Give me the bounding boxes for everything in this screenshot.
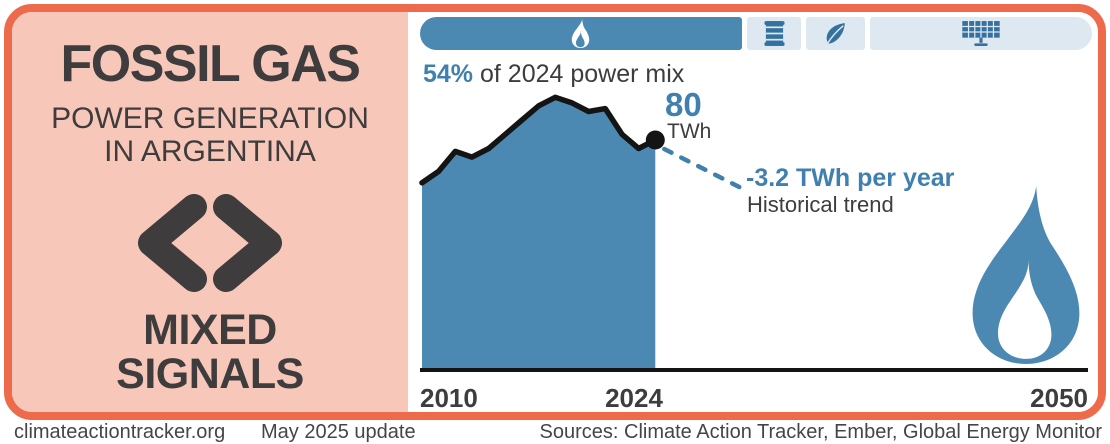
power-mix-caption: 54% of 2024 power mix	[423, 60, 684, 89]
power-mix-segment-oil	[746, 17, 802, 50]
left-panel: FOSSIL GAS POWER GENERATION IN ARGENTINA…	[12, 12, 408, 412]
trend-name-label: Historical trend	[747, 192, 894, 217]
power-mix-share: 54%	[423, 60, 474, 88]
power-mix-segment-solar	[869, 17, 1092, 50]
power-mix-segment-bio	[806, 17, 865, 50]
footer-update-date: May 2025 update	[261, 421, 416, 443]
leaf-icon	[823, 21, 848, 46]
angle-brackets-icon	[134, 194, 286, 292]
power-mix-segment-fossil-gas	[420, 17, 742, 50]
power-mix-bar	[420, 17, 1092, 50]
power-mix-caption-text: of 2024 power mix	[473, 60, 685, 88]
solar-panel-icon	[959, 20, 1003, 47]
page-title: FOSSIL GAS	[60, 35, 361, 93]
endpoint-dot	[645, 130, 665, 150]
verdict-line-2: SIGNALS	[116, 350, 304, 399]
endpoint-value-label: 80	[665, 86, 702, 123]
subtitle-line-1: POWER GENERATION	[51, 102, 369, 135]
endpoint-unit-label: TWh	[667, 120, 712, 143]
x-tick-2010: 2010	[420, 383, 478, 413]
area-fill	[422, 97, 656, 369]
verdict-line-1: MIXED	[143, 306, 277, 354]
flame-icon	[570, 19, 591, 48]
infographic-card: FOSSIL GAS POWER GENERATION IN ARGENTINA…	[4, 4, 1106, 420]
gas-flame-icon	[962, 186, 1090, 364]
x-tick-2050: 2050	[1030, 383, 1088, 413]
page-subtitle: POWER GENERATION IN ARGENTINA	[51, 102, 369, 168]
chart-panel: 54% of 2024 power mix 80 TWh -3.2 TWh pe…	[408, 12, 1098, 412]
x-tick-2024: 2024	[605, 383, 663, 413]
footer-sources: Sources: Climate Action Tracker, Ember, …	[539, 421, 1102, 443]
footer-site-link[interactable]: climateactiontracker.org	[14, 421, 226, 443]
trend-rate-label: -3.2 TWh per year	[746, 164, 955, 192]
oil-barrel-icon	[764, 20, 785, 47]
generation-area-chart	[419, 94, 1088, 372]
subtitle-line-2: IN ARGENTINA	[104, 135, 316, 168]
area-line	[419, 94, 659, 186]
trend-dashed-line	[662, 146, 744, 191]
verdict-text: MIXED SIGNALS	[116, 308, 304, 397]
footer: climateactiontracker.org May 2025 update…	[0, 421, 1110, 444]
